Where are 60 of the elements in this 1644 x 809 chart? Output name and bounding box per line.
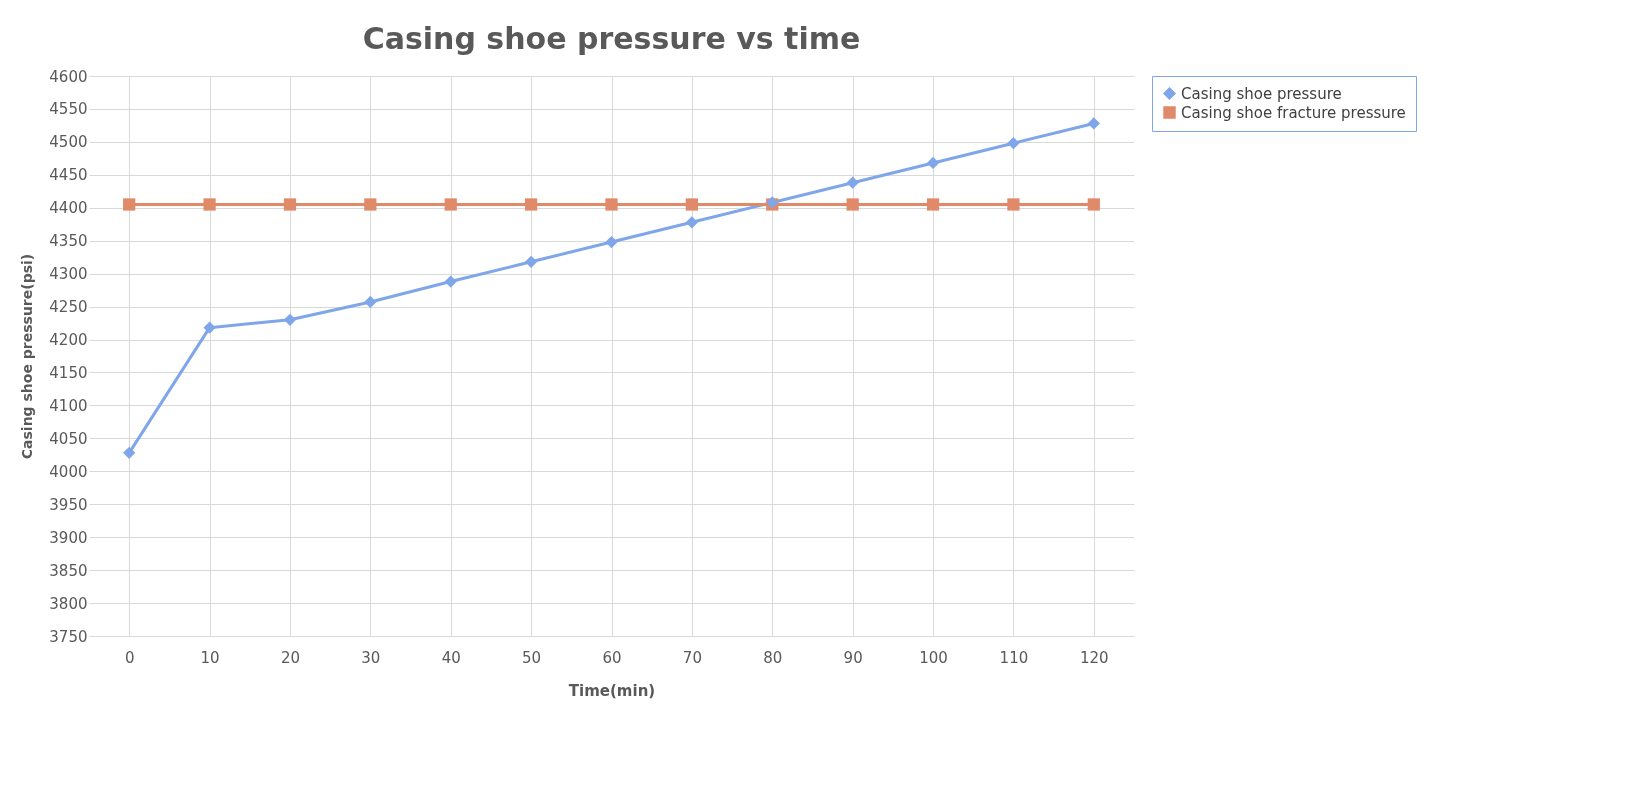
x-tick-label: 90 [843,648,863,667]
x-tick-label: 20 [280,648,301,667]
point [123,446,136,459]
point [123,198,136,211]
y-tick-label: 3850 [49,561,88,580]
x-tick-label: 80 [763,648,783,667]
x-tick-label: 110 [999,648,1029,667]
y-tick-label: 4250 [49,298,88,317]
legend-label: Casing shoe pressure [1181,84,1342,103]
y-tick-label: 4150 [49,363,88,382]
point [444,275,457,288]
point [524,255,538,268]
x-tick-label: 100 [919,648,948,667]
point [685,198,699,211]
x-tick-label: 70 [682,648,702,667]
y-tick-label: 3900 [49,528,88,547]
point [926,156,940,170]
x-tick-label: 120 [1079,648,1109,667]
point [926,198,940,211]
point [203,198,216,211]
x-tick-label: 0 [124,648,135,667]
x-tick-label: 40 [441,648,461,667]
y-tick-label: 4600 [49,67,88,86]
y-tick-label: 3950 [49,495,88,514]
x-tick-label: 30 [361,648,381,667]
point [846,198,859,211]
y-tick-label: 4200 [49,331,88,350]
point [846,176,859,189]
x-tick-label: 60 [602,648,622,667]
point [524,198,538,211]
y-tick-label: 4500 [49,133,88,152]
y-tick-label: 3800 [49,594,88,613]
y-tick-label: 3750 [49,627,88,646]
y-tick-label: 4450 [49,166,88,185]
x-axis-title: Time(min) [568,681,656,700]
y-tick-label: 4100 [49,396,88,415]
y-tick-label: 4550 [49,100,88,119]
point [444,198,457,211]
point [1007,198,1020,211]
y-axis-title: Casing shoe pressure(psi) [19,253,36,460]
point [283,198,297,211]
point [685,216,699,229]
y-tick-label: 4400 [49,199,88,218]
point [1087,117,1100,130]
point [605,198,618,211]
point [203,321,216,334]
x-tick-label: 10 [200,648,220,667]
point [1007,137,1020,150]
point [605,235,618,249]
y-tick-label: 4350 [49,232,88,251]
y-tick-label: 4300 [49,265,88,284]
y-tick-label: 4000 [49,462,88,481]
legend-label: Casing shoe fracture pressure [1181,103,1406,122]
chart-title: Casing shoe pressure vs time [362,21,861,56]
y-tick-label: 4050 [49,429,88,448]
point [1087,198,1100,211]
x-tick-label: 50 [522,648,542,667]
point [364,295,377,309]
point [283,313,297,326]
point [364,198,377,211]
